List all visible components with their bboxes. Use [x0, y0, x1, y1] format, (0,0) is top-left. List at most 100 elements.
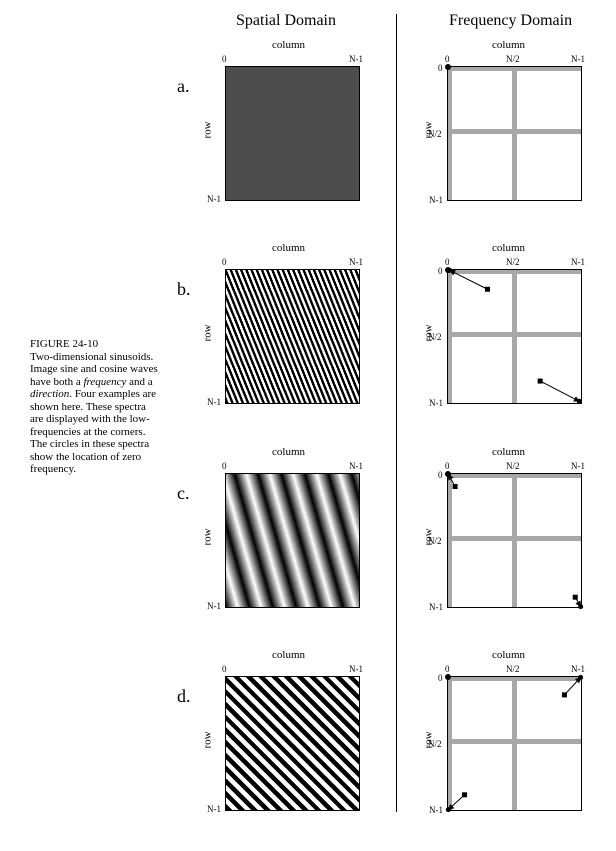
column-tick-half: N/2 [506, 664, 520, 674]
zero-frequency-marker [578, 604, 584, 610]
caption-line: shown here. These spectra [30, 400, 146, 413]
column-axis-title: column [272, 649, 305, 661]
column-tick-max: N-1 [571, 54, 585, 64]
column-tick-max: N-1 [349, 461, 363, 471]
caption-line: frequency. [30, 463, 77, 475]
spatial-image [225, 66, 360, 201]
frequency-spectrum [447, 473, 582, 608]
row-tick-zero: 0 [438, 673, 443, 683]
column-tick-zero: 0 [222, 664, 227, 674]
spatial-image [225, 676, 360, 811]
row-tick-half: N/2 [428, 129, 442, 139]
row-axis-title: row [201, 528, 214, 546]
column-tick-zero: 0 [445, 54, 450, 64]
column-tick-max: N-1 [349, 257, 363, 267]
spectrum-overlay [445, 64, 451, 70]
row-tick-max: N-1 [429, 398, 443, 408]
column-axis-title: column [492, 242, 525, 254]
domain-divider [396, 14, 397, 812]
column-axis-title: column [272, 446, 305, 458]
spectrum-overlay [445, 674, 584, 813]
zero-frequency-marker [576, 398, 582, 404]
panel-letter: d. [177, 686, 191, 706]
column-axis-title: column [272, 242, 305, 254]
figure-caption: FIGURE 24-10 Two-dimensional sinusoids. … [30, 338, 178, 476]
spatial-domain-header: Spatial Domain [236, 12, 336, 29]
row-tick-max: N-1 [429, 195, 443, 205]
caption-line: have both a frequency and a [30, 375, 153, 388]
column-tick-zero: 0 [445, 664, 450, 674]
row-axis-title: row [422, 731, 435, 749]
column-tick-half: N/2 [506, 257, 520, 267]
caption-line: Two-dimensional sinusoids. [30, 350, 154, 363]
frequency-spectrum [447, 269, 582, 404]
column-tick-max: N-1 [571, 257, 585, 267]
panel-letter: a. [177, 76, 190, 96]
spectrum-axis-bar [448, 332, 581, 337]
frequency-arrow [447, 794, 465, 811]
column-tick-half: N/2 [506, 54, 520, 64]
caption-line: are displayed with the low- [30, 413, 150, 425]
row-tick-max: N-1 [429, 602, 443, 612]
figure-label: FIGURE 24-10 [30, 338, 99, 350]
column-tick-max: N-1 [349, 664, 363, 674]
frequency-arrow [539, 380, 580, 402]
column-tick-zero: 0 [222, 257, 227, 267]
row-tick-zero: 0 [438, 470, 443, 480]
zero-frequency-marker [445, 471, 451, 477]
row-tick-half: N/2 [428, 739, 442, 749]
caption-line: show the location of zero [30, 450, 142, 463]
row-axis-title: row [422, 528, 435, 546]
spatial-image [225, 473, 360, 608]
frequency-spectrum [447, 66, 582, 201]
caption-line: The circles in these spectra [30, 438, 150, 450]
spectrum-axis-bar [448, 739, 581, 744]
row-tick-max: N-1 [207, 397, 221, 407]
row-tick-max: N-1 [207, 194, 221, 204]
zero-frequency-marker [578, 674, 584, 680]
column-axis-title: column [492, 39, 525, 51]
row-tick-max: N-1 [207, 804, 221, 814]
zero-frequency-marker [445, 807, 451, 813]
caption-line: Image sine and cosine waves [30, 363, 158, 375]
column-tick-zero: 0 [445, 257, 450, 267]
row-tick-max: N-1 [207, 601, 221, 611]
frequency-point-marker [452, 484, 458, 489]
frequency-point-marker [561, 692, 567, 698]
column-axis-title: column [272, 39, 305, 51]
zero-frequency-marker [445, 64, 451, 70]
panel-letter: c. [177, 483, 190, 503]
spectrum-overlay [445, 267, 582, 404]
column-tick-max: N-1 [349, 54, 363, 64]
column-tick-max: N-1 [571, 664, 585, 674]
spatial-image [225, 269, 360, 404]
row-tick-max: N-1 [429, 805, 443, 815]
frequency-spectrum [447, 676, 582, 811]
frequency-point-marker [462, 792, 468, 798]
frequency-arrow [564, 676, 582, 696]
row-tick-half: N/2 [428, 536, 442, 546]
row-axis-title: row [201, 324, 214, 342]
row-tick-half: N/2 [428, 332, 442, 342]
column-tick-zero: 0 [222, 54, 227, 64]
row-axis-title: row [201, 731, 214, 749]
zero-frequency-marker [445, 674, 451, 680]
column-axis-title: column [492, 649, 525, 661]
column-tick-zero: 0 [222, 461, 227, 471]
caption-line: direction. Four examples are [30, 388, 157, 400]
row-axis-title: row [422, 121, 435, 139]
spectrum-overlay [445, 471, 584, 610]
row-tick-zero: 0 [438, 266, 443, 276]
spectrum-axis-bar [448, 536, 581, 541]
zero-frequency-marker [447, 267, 453, 273]
column-tick-max: N-1 [571, 461, 585, 471]
row-axis-title: row [201, 121, 214, 139]
column-axis-title: column [492, 446, 525, 458]
column-tick-half: N/2 [506, 461, 520, 471]
frequency-domain-header: Frequency Domain [449, 12, 573, 29]
frequency-arrow [449, 269, 488, 290]
row-axis-title: row [422, 324, 435, 342]
row-tick-zero: 0 [438, 63, 443, 73]
panel-letter: b. [177, 279, 191, 299]
caption-line: frequencies at the corners. [30, 425, 146, 438]
